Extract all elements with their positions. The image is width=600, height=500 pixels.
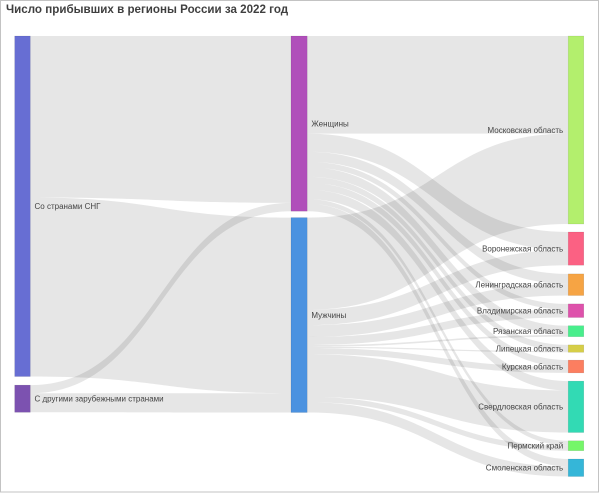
svg-text:Воронежская область: Воронежская область <box>482 244 563 253</box>
svg-text:Женщины: Женщины <box>311 119 349 128</box>
svg-text:Ленинградская область: Ленинградская область <box>475 281 563 290</box>
svg-text:Курская область: Курская область <box>502 362 563 371</box>
svg-text:Владимирская область: Владимирская область <box>477 307 563 316</box>
svg-text:Пермский край: Пермский край <box>508 442 564 451</box>
svg-text:Мужчины: Мужчины <box>311 311 346 320</box>
svg-text:Смоленская область: Смоленская область <box>486 464 563 473</box>
svg-text:Московская область: Московская область <box>487 126 563 135</box>
svg-text:Число прибывших в регионы Росс: Число прибывших в регионы России за 2022… <box>6 3 289 16</box>
svg-text:Рязанская область: Рязанская область <box>493 327 563 336</box>
svg-text:Со странами СНГ: Со странами СНГ <box>35 202 102 211</box>
svg-text:Свердловская область: Свердловская область <box>478 403 563 412</box>
svg-text:Липецкая область: Липецкая область <box>496 344 563 353</box>
svg-text:С другими зарубежными странами: С другими зарубежными странами <box>35 395 164 404</box>
